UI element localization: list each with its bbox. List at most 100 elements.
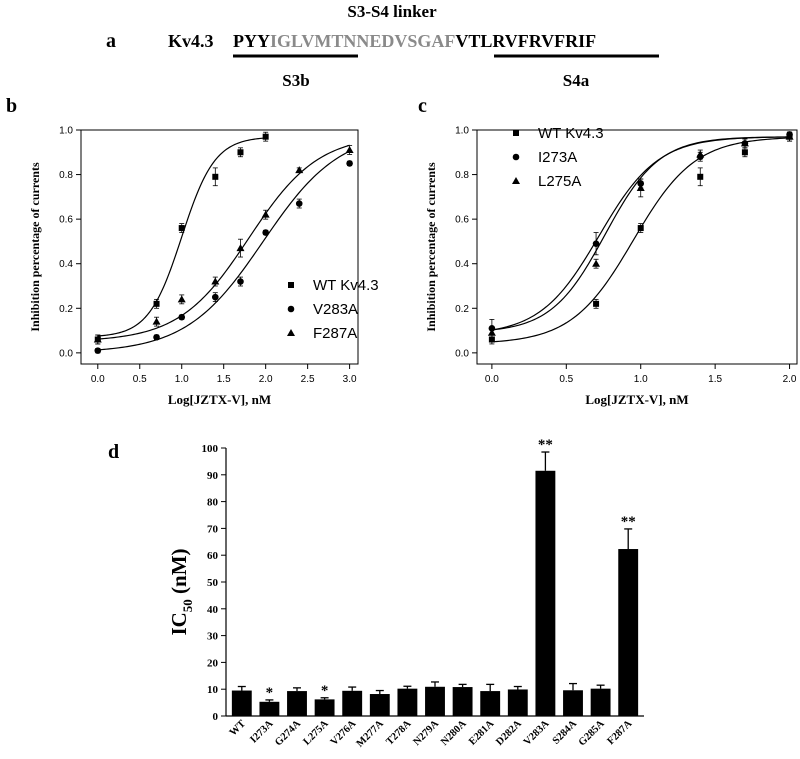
y-tick-label: 1.0: [59, 126, 73, 137]
sequence-s3b-part: PYY: [233, 31, 270, 51]
legend-marker: [287, 305, 295, 313]
y-tick-label: 0.0: [59, 348, 73, 359]
y-tick-label: 50: [207, 577, 219, 589]
data-point: [261, 210, 270, 218]
y-tick-label: 30: [207, 631, 219, 643]
legend-marker: [287, 329, 295, 336]
legend-label: WT Kv4.3: [538, 125, 604, 142]
data-point: [295, 166, 304, 174]
y-tick-label: 0.0: [455, 348, 469, 359]
chart-b: 0.0 0.5 1.0 1.5 2.0 2.5 3.0 0.0 0.2 0.4 0.6 0.8 1.0 L…: [28, 126, 379, 408]
series-wt-kv4.3: [94, 131, 269, 345]
data-point: [741, 149, 748, 156]
bar: [507, 689, 528, 716]
panel-label-c: c: [418, 95, 427, 117]
x-tick-label: L275A: [301, 718, 331, 748]
y-label-unit: (nM): [167, 548, 191, 599]
legend: WT Kv4.3 I273A L275A: [512, 125, 604, 190]
y-tick-label: 0.6: [455, 215, 469, 226]
bar: [563, 690, 583, 716]
panel-label-d: d: [108, 441, 119, 463]
y-axis-label: Inhibition percentage of currents: [28, 162, 42, 332]
x-tick-label: N279A: [411, 718, 441, 748]
fit-curve: [491, 136, 790, 331]
data-point: [237, 278, 244, 285]
linker-header: S3-S4 linker: [347, 2, 437, 21]
bar: [314, 699, 335, 716]
data-point: [211, 277, 220, 285]
significance-marker: *: [266, 685, 274, 701]
legend-label: F287A: [313, 325, 357, 342]
legend-label: L275A: [538, 173, 581, 190]
y-tick-label: 10: [207, 684, 219, 696]
legend: WT Kv4.3 V283A F287A: [287, 277, 379, 342]
bar: [342, 690, 363, 716]
data-point: [236, 244, 245, 252]
legend-marker: [512, 153, 520, 161]
y-tick-label: 20: [207, 657, 219, 669]
x-tick-label: 1.5: [708, 374, 722, 385]
data-point: [177, 295, 186, 303]
s3b-label: S3b: [282, 71, 309, 90]
data-point: [346, 160, 353, 167]
data-point: [237, 149, 244, 156]
x-axis-label: Log[JZTX-V], nM: [585, 392, 688, 407]
data-point: [487, 328, 496, 336]
data-point: [488, 336, 495, 343]
series-f287a: [93, 144, 354, 345]
data-point: [592, 259, 601, 267]
data-point: [740, 139, 749, 147]
y-tick-label: 70: [207, 523, 219, 535]
bar: [287, 691, 307, 716]
y-tick-label: 0.4: [59, 259, 73, 270]
data-point: [637, 225, 644, 232]
sequence-s4a-part: VTLRVFRVFRIF: [455, 31, 596, 51]
y-label-sub: 50: [180, 599, 195, 612]
data-point: [345, 146, 354, 154]
series-l275a: [487, 131, 794, 338]
x-tick-label: F287A: [606, 718, 635, 747]
x-tick-label: G274A: [273, 718, 303, 748]
y-tick-label: 0.6: [59, 215, 73, 226]
x-tick-label: V283A: [522, 718, 552, 748]
y-tick-label: 0.2: [59, 304, 73, 315]
data-point: [212, 173, 219, 180]
bar: [535, 470, 556, 716]
y-tick-label: 0.2: [455, 304, 469, 315]
x-tick-label: N280A: [439, 718, 469, 748]
x-tick-label: 0.0: [485, 374, 499, 385]
x-tick-label: 1.0: [634, 374, 648, 385]
x-tick-label: V276A: [329, 718, 359, 748]
legend-marker: [512, 177, 520, 184]
bar: [590, 688, 611, 716]
panel-label-a: a: [106, 30, 116, 52]
fit-curve: [491, 137, 790, 343]
data-point: [93, 335, 102, 343]
x-tick-label: 1.0: [175, 374, 189, 385]
fit-curve: [97, 137, 266, 337]
x-tick-label: 0.0: [91, 374, 105, 385]
bar-group: * I273A: [248, 685, 280, 746]
y-tick-label: 40: [207, 604, 219, 616]
data-point: [592, 240, 600, 247]
significance-marker: **: [621, 514, 636, 530]
bar: [231, 690, 252, 716]
series-v283a: [94, 150, 353, 354]
y-label-main: IC: [167, 612, 191, 635]
legend-marker: [288, 282, 294, 288]
x-tick-label: D282A: [494, 718, 524, 748]
series-i273a: [488, 131, 793, 338]
y-tick-label: 0.4: [455, 259, 469, 270]
data-point: [178, 313, 186, 321]
sequence-linker-part: IGLVMTNNEDVSGAF: [270, 31, 455, 51]
bar: [369, 694, 390, 716]
data-point: [785, 132, 794, 140]
legend-label: I273A: [538, 149, 577, 166]
y-axis-label: Inhibition percentage of currents: [424, 162, 438, 332]
bar-group: S284A: [551, 682, 583, 747]
data-point: [593, 300, 600, 307]
y-tick-label: 100: [202, 443, 219, 455]
x-tick-label: M277A: [355, 718, 387, 750]
x-tick-label: 0.5: [133, 374, 147, 385]
